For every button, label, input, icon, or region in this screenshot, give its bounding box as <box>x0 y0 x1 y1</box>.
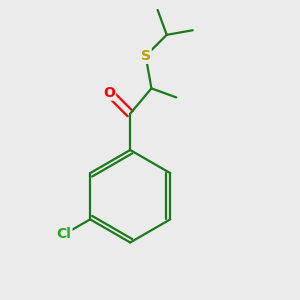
Text: S: S <box>141 49 151 63</box>
Text: O: O <box>103 86 115 100</box>
Text: Cl: Cl <box>56 227 71 241</box>
